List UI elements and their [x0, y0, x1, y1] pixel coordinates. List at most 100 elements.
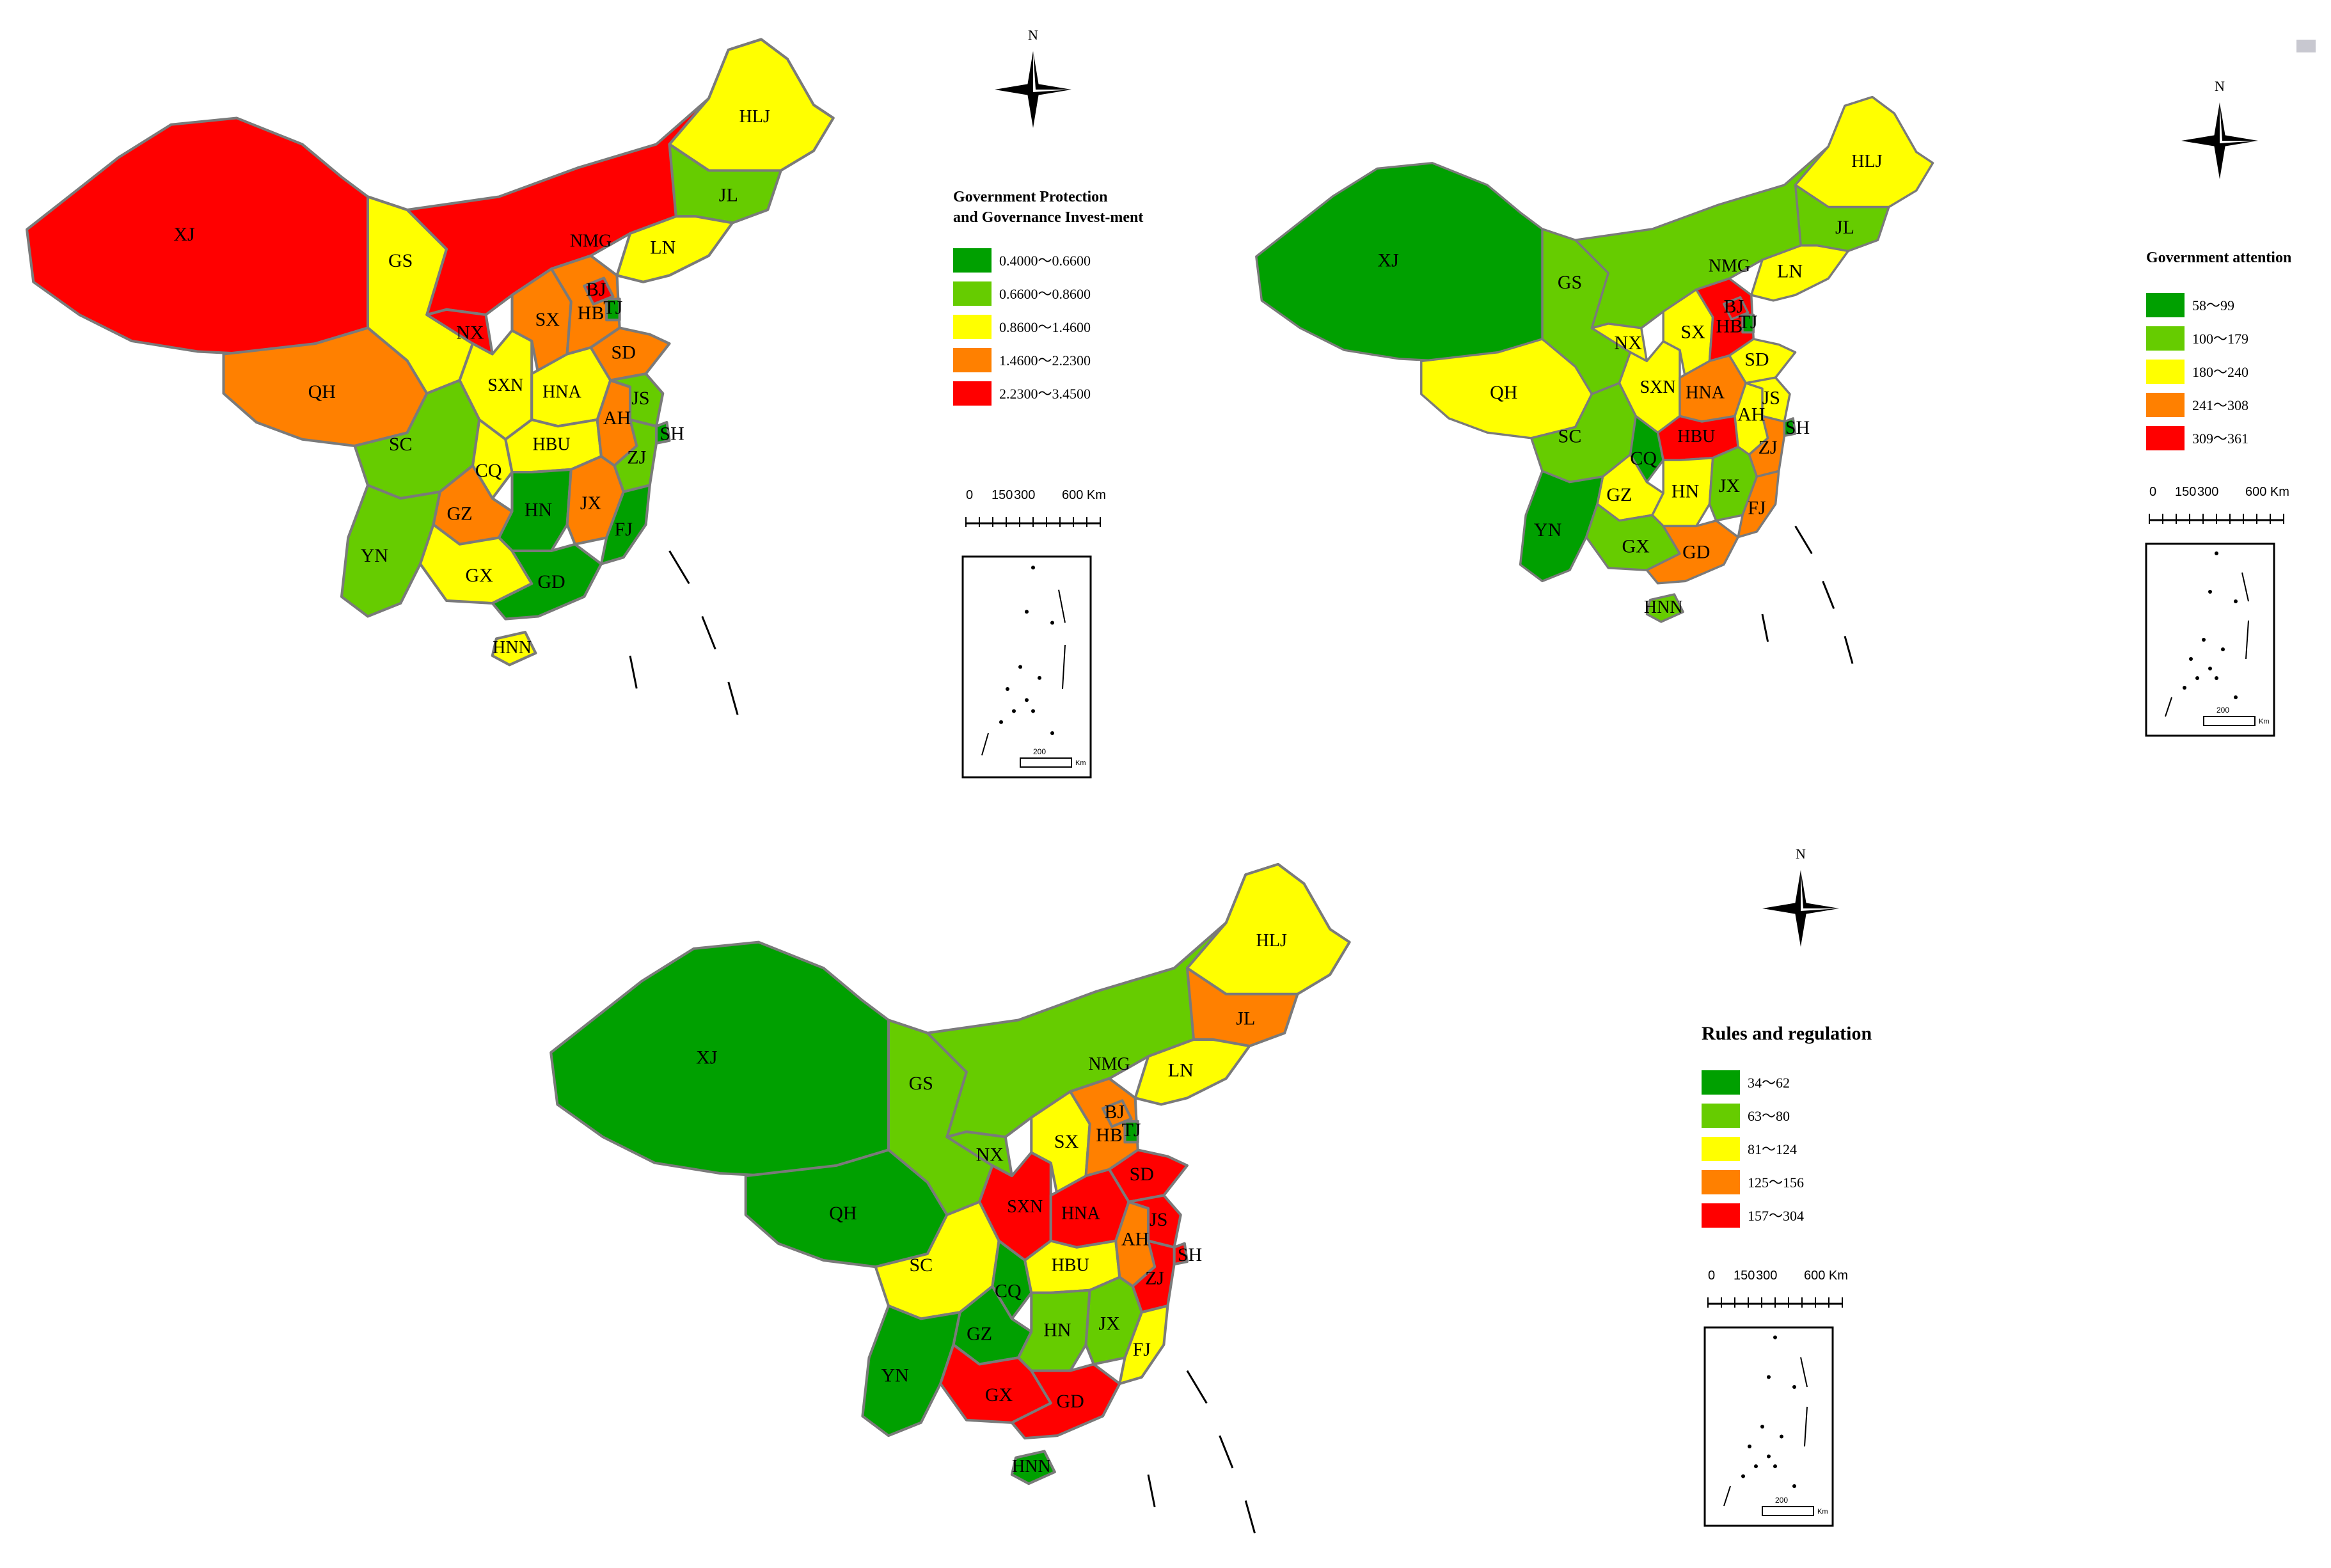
province-label-sd: SD — [1130, 1164, 1154, 1185]
province-label-jx: JX — [580, 493, 602, 514]
province-label-qh: QH — [308, 381, 336, 402]
inset-scale-bar — [2203, 716, 2256, 726]
legend-class-label: 100～179 — [2192, 331, 2248, 347]
province-label-gx: GX — [985, 1384, 1013, 1406]
province-bj[interactable] — [583, 276, 615, 306]
province-label-hn: HN — [525, 499, 552, 520]
province-label-sh: SH — [660, 423, 684, 444]
scale-label: 150 — [992, 488, 1013, 502]
legend-swatch-yellow — [953, 315, 992, 339]
legend-swatch-light-green — [1702, 1104, 1740, 1128]
province-label-bj: BJ — [586, 279, 606, 300]
province-layer — [549, 862, 1351, 1533]
province-label-qh: QH — [1490, 382, 1517, 403]
legend-class-label: 125～156 — [1748, 1175, 1804, 1191]
province-label-ah: AH — [1737, 404, 1765, 425]
inset-unit-label: Km — [2259, 718, 2270, 725]
province-label-xj: XJ — [173, 224, 195, 245]
province-tj[interactable] — [1741, 313, 1755, 334]
north-arrow-icon — [1762, 870, 1839, 947]
inset-scale-bar — [1020, 757, 1072, 768]
legend-class-label: 58～99 — [2192, 297, 2234, 313]
province-label-cq: CQ — [475, 460, 502, 481]
scale-label: 600 Km — [2245, 485, 2289, 499]
province-label-nx: NX — [976, 1144, 1004, 1166]
legend: Government Protection and Governance Inve… — [953, 189, 1143, 406]
legend-swatch-red — [1702, 1203, 1740, 1228]
south-china-sea-inset: 200 Km — [961, 555, 1092, 779]
legend-title-line: Rules and regulation — [1702, 1023, 1872, 1044]
coastline-dashes — [1147, 1370, 1256, 1533]
scale-label: 300 — [2197, 485, 2218, 499]
legend-swatch-light-green — [2146, 326, 2185, 351]
legend-swatch-orange — [953, 348, 992, 372]
province-hnn[interactable] — [1645, 593, 1684, 623]
province-label-gz: GZ — [967, 1324, 992, 1345]
province-gd[interactable] — [491, 542, 603, 621]
province-label-fj: FJ — [1748, 497, 1766, 518]
province-gd[interactable] — [1645, 519, 1739, 585]
province-ln[interactable] — [615, 215, 734, 283]
inset-unit-label: Km — [1817, 1508, 1828, 1516]
province-label-qh: QH — [829, 1203, 857, 1224]
north-label: N — [1028, 27, 1038, 43]
legend-swatch-yellow — [1702, 1137, 1740, 1161]
province-tj[interactable] — [605, 297, 621, 322]
province-label-jl: JL — [719, 184, 738, 205]
province-label-zj: ZJ — [1145, 1267, 1164, 1288]
province-label-ln: LN — [1168, 1060, 1194, 1081]
province-label-tj: TJ — [1122, 1120, 1141, 1141]
province-bj[interactable] — [1101, 1099, 1133, 1128]
province-label-gx: GX — [1622, 536, 1650, 557]
province-label-tj: TJ — [1739, 312, 1758, 333]
legend-swatch-orange — [1702, 1170, 1740, 1194]
province-label-hbu: HBU — [1052, 1256, 1089, 1276]
province-label-hbu: HBU — [1677, 427, 1715, 447]
province-label-hlj: HLJ — [1256, 931, 1287, 951]
legend-swatch-dark-green — [953, 248, 992, 273]
province-label-hlj: HLJ — [739, 107, 770, 127]
province-label-jx: JX — [1098, 1313, 1120, 1334]
province-hnn[interactable] — [1010, 1450, 1056, 1485]
province-yn[interactable] — [861, 1304, 961, 1437]
province-hlj[interactable] — [668, 38, 835, 172]
province-ln[interactable] — [1750, 244, 1849, 302]
province-ln[interactable] — [1134, 1038, 1251, 1106]
north-label: N — [1796, 846, 1806, 862]
province-yn[interactable] — [1519, 470, 1604, 583]
province-label-fj: FJ — [1133, 1339, 1151, 1360]
scale-bar: 0 150 300 600 Km — [965, 488, 1106, 527]
scale-label: 150 — [2175, 485, 2196, 499]
province-yn[interactable] — [340, 484, 441, 618]
province-gd[interactable] — [1010, 1363, 1121, 1440]
province-label-bj: BJ — [1723, 296, 1744, 317]
legend-title-line: and Governance Invest-ment — [953, 209, 1143, 226]
scale-bar: 0 150 300 600 Km — [1707, 1269, 1848, 1308]
province-label-hnn: HNN — [1644, 598, 1683, 617]
province-label-sh: SH — [1785, 417, 1810, 438]
province-bj[interactable] — [1723, 296, 1750, 321]
inset-scale-label: 200 — [1775, 1496, 1788, 1505]
legend: Government attention 58～99 100～179 180～240 2… — [2146, 249, 2291, 450]
inset-unit-label: Km — [1075, 759, 1086, 767]
province-hlj[interactable] — [1185, 862, 1351, 995]
province-label-yn: YN — [361, 545, 388, 566]
province-label-hlj: HLJ — [1851, 152, 1882, 171]
legend-class-label: 309～361 — [2192, 431, 2248, 447]
legend-class-label: 2.2300～3.4500 — [999, 386, 1091, 402]
province-tj[interactable] — [1123, 1120, 1139, 1144]
province-label-sx: SX — [535, 309, 560, 330]
legend-class-label: 1.4600～2.2300 — [999, 352, 1091, 368]
province-label-gs: GS — [1558, 272, 1582, 293]
province-label-zj: ZJ — [627, 447, 646, 468]
province-label-gd: GD — [1682, 541, 1710, 562]
scale-label: 0 — [966, 488, 973, 502]
province-label-sc: SC — [909, 1255, 933, 1276]
scale-label: 150 — [1734, 1269, 1755, 1283]
scale-label: 600 Km — [1062, 488, 1106, 502]
province-hnn[interactable] — [491, 631, 537, 667]
legend-class-label: 0.4000～0.6600 — [999, 253, 1091, 269]
